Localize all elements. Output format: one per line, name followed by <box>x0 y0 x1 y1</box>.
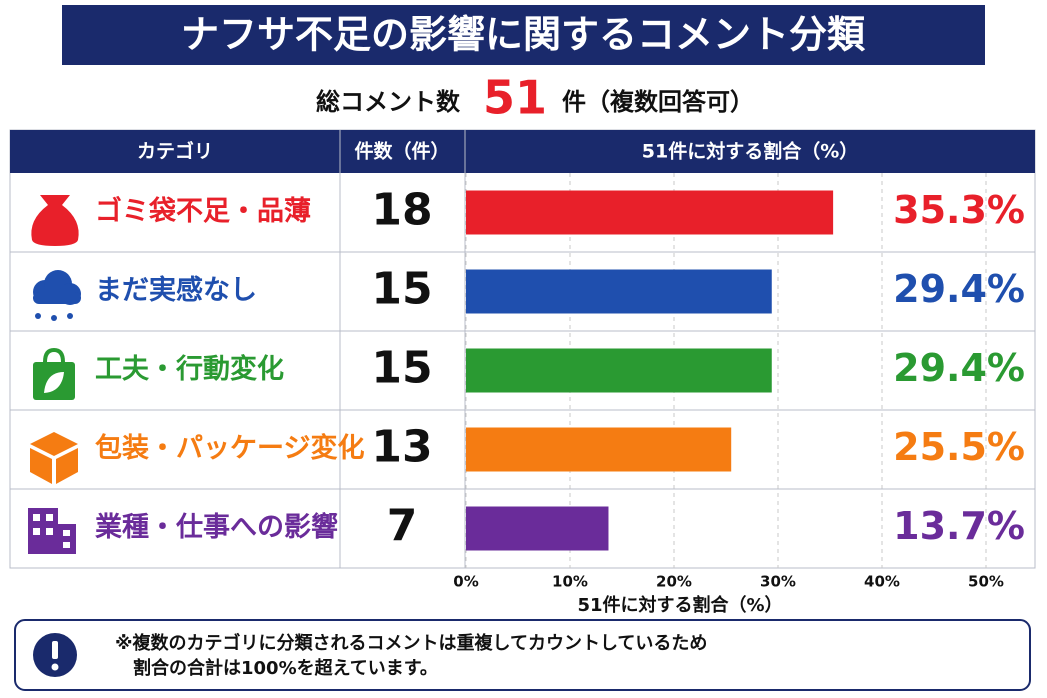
value-label: 35.3% <box>893 188 1025 232</box>
x-tick-label: 10% <box>552 573 588 591</box>
value-label: 13.7% <box>893 504 1025 548</box>
x-axis-label: 51件に対する割合（%） <box>577 594 782 616</box>
note-icon-dot <box>51 663 59 671</box>
column-header: 件数（件） <box>354 140 449 163</box>
bar <box>466 506 609 551</box>
total-count: 51 <box>483 71 547 125</box>
category-label: まだ実感なし <box>95 274 257 306</box>
note-icon-mark <box>52 641 58 659</box>
x-tick-label: 0% <box>453 573 478 591</box>
title-bar <box>62 5 985 65</box>
note-box <box>14 619 1031 691</box>
category-label: 工夫・行動変化 <box>95 353 284 385</box>
count-label: 15 <box>371 343 432 394</box>
category-label: 包装・パッケージ変化 <box>95 432 364 464</box>
category-label: ゴミ袋不足・品薄 <box>95 195 311 227</box>
x-tick-label: 20% <box>656 573 692 591</box>
category-label: 業種・仕事への影響 <box>95 511 338 543</box>
bar <box>466 348 772 393</box>
value-label: 29.4% <box>893 346 1025 390</box>
count-label: 18 <box>371 185 432 236</box>
bar <box>466 269 772 314</box>
x-tick-label: 50% <box>968 573 1004 591</box>
icon-building <box>28 508 76 554</box>
value-label: 29.4% <box>893 267 1025 311</box>
icon-cloud <box>33 270 81 321</box>
count-label: 7 <box>387 501 418 552</box>
column-header: カテゴリ <box>137 140 213 163</box>
bar <box>466 427 732 472</box>
value-label: 25.5% <box>893 425 1025 469</box>
bar <box>466 190 834 235</box>
x-tick-label: 40% <box>864 573 900 591</box>
icon-box <box>30 432 78 484</box>
icon-eco-bag <box>33 347 75 400</box>
note-text: 割合の合計は100%を超えています。 <box>133 657 438 679</box>
chart-title: ナフサ不足の影響に関するコメント分類 <box>181 13 866 57</box>
x-tick-label: 30% <box>760 573 796 591</box>
icon-bag <box>31 195 79 246</box>
count-label: 15 <box>371 264 432 315</box>
note-text: ※複数のカテゴリに分類されるコメントは重複してカウントしているため <box>115 632 707 654</box>
column-header: 51件に対する割合（%） <box>642 140 858 163</box>
total-label: 総コメント数 <box>316 88 461 116</box>
count-label: 13 <box>371 422 432 473</box>
total-unit: 件（複数回答可） <box>562 88 754 116</box>
table-header <box>10 130 1035 173</box>
